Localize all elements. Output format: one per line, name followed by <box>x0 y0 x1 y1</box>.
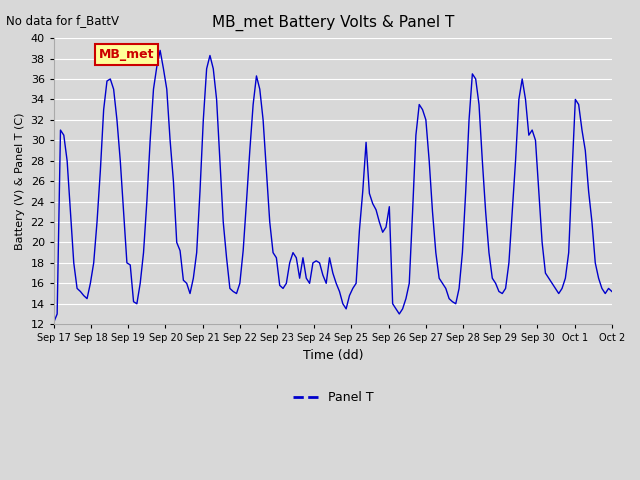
X-axis label: Time (dd): Time (dd) <box>303 349 363 362</box>
Legend: Panel T: Panel T <box>287 386 378 409</box>
Text: MB_met: MB_met <box>99 48 154 61</box>
Y-axis label: Battery (V) & Panel T (C): Battery (V) & Panel T (C) <box>15 112 25 250</box>
Title: MB_met Battery Volts & Panel T: MB_met Battery Volts & Panel T <box>212 15 454 31</box>
Text: No data for f_BattV: No data for f_BattV <box>6 14 120 27</box>
